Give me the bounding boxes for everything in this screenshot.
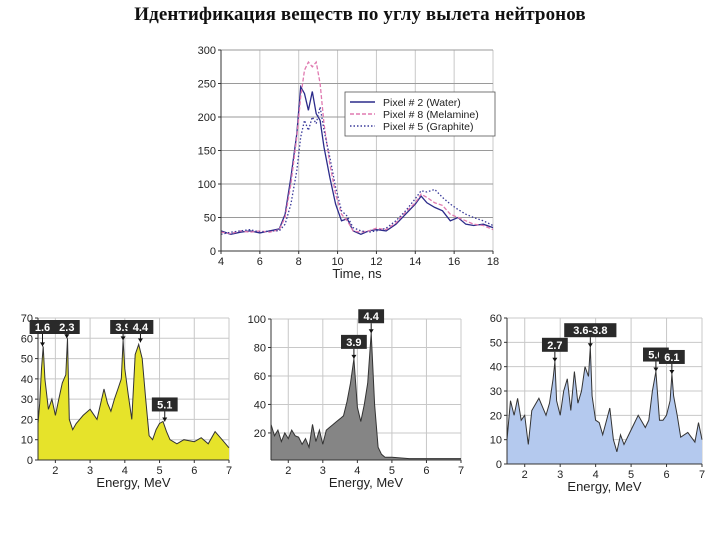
svg-text:4.4: 4.4 <box>364 311 380 323</box>
series-0 <box>220 84 494 236</box>
svg-text:30: 30 <box>490 386 502 398</box>
svg-text:10: 10 <box>490 435 502 447</box>
svg-text:40: 40 <box>21 374 33 386</box>
svg-text:8: 8 <box>296 256 302 268</box>
svg-text:50: 50 <box>490 337 502 349</box>
svg-text:10: 10 <box>331 256 343 268</box>
svg-text:3: 3 <box>87 465 93 477</box>
svg-text:3.9: 3.9 <box>346 337 361 349</box>
time-chart: Pixel # 2 (Water)Pixel # 8 (Melamine)Pix… <box>198 45 499 281</box>
svg-text:18: 18 <box>487 256 499 268</box>
peak-label: 5.1 <box>151 397 178 422</box>
svg-text:50: 50 <box>21 354 33 366</box>
slide-title: Идентификация веществ по углу вылета ней… <box>134 4 586 25</box>
svg-text:40: 40 <box>254 399 266 411</box>
svg-text:200: 200 <box>198 112 216 124</box>
svg-text:20: 20 <box>490 410 502 422</box>
svg-text:300: 300 <box>198 45 216 57</box>
svg-text:3.6-3.8: 3.6-3.8 <box>573 325 607 337</box>
svg-text:0: 0 <box>210 246 216 258</box>
svg-text:250: 250 <box>198 79 216 91</box>
x-axis-label: Energy, MeV <box>329 475 404 490</box>
energy-blue-area <box>507 347 702 464</box>
svg-text:5: 5 <box>628 469 634 481</box>
svg-text:7: 7 <box>458 465 464 477</box>
svg-text:6.1: 6.1 <box>664 352 679 364</box>
svg-text:100: 100 <box>198 179 216 191</box>
svg-text:0: 0 <box>27 455 33 467</box>
svg-text:4: 4 <box>593 469 599 481</box>
svg-text:2.3: 2.3 <box>59 322 74 334</box>
svg-text:4.4: 4.4 <box>133 322 149 334</box>
peak-label: 6.1 <box>658 349 685 374</box>
svg-text:3.9: 3.9 <box>115 322 130 334</box>
energy-blue-outline <box>506 347 703 452</box>
peak-label: 2.3 <box>53 320 80 339</box>
energy-gray-outline <box>270 333 461 460</box>
energy-gray-chart: 2 3 4 5 6 7 20 40 60 80 100 Energy, MeV 3.9 4.4 <box>248 309 464 490</box>
x-axis-label: Energy, MeV <box>96 475 171 490</box>
svg-text:100: 100 <box>248 314 266 326</box>
svg-text:0: 0 <box>496 459 502 471</box>
svg-text:7: 7 <box>699 469 705 481</box>
svg-text:6: 6 <box>663 469 669 481</box>
svg-text:20: 20 <box>21 414 33 426</box>
svg-text:2: 2 <box>52 465 58 477</box>
svg-text:30: 30 <box>21 394 33 406</box>
legend-item: Pixel # 8 (Melamine) <box>383 109 479 121</box>
series-2 <box>220 106 494 235</box>
x-axis-label: Time, ns <box>332 266 382 281</box>
svg-text:20: 20 <box>254 428 266 440</box>
peak-label: 4.4 <box>358 309 385 334</box>
peak-label: 4.4 <box>127 320 154 343</box>
legend-item: Pixel # 2 (Water) <box>383 97 461 109</box>
svg-text:40: 40 <box>490 362 502 374</box>
energy-yellow-outline <box>37 338 230 449</box>
peak-label: 3.6-3.8 <box>564 323 617 348</box>
svg-text:80: 80 <box>254 342 266 354</box>
svg-text:5: 5 <box>389 465 395 477</box>
svg-text:1.6: 1.6 <box>35 322 50 334</box>
svg-text:6: 6 <box>191 465 197 477</box>
svg-text:2: 2 <box>285 465 291 477</box>
svg-text:5.1: 5.1 <box>157 399 172 411</box>
legend-box <box>344 91 496 137</box>
svg-text:60: 60 <box>490 313 502 325</box>
svg-text:6: 6 <box>257 256 263 268</box>
svg-text:2.7: 2.7 <box>547 340 562 352</box>
peak-label: 1.6 <box>29 320 56 347</box>
svg-text:12: 12 <box>370 256 382 268</box>
svg-text:4: 4 <box>354 465 360 477</box>
svg-text:3: 3 <box>320 465 326 477</box>
energy-blue-chart: 2 3 4 5 6 7 0 10 20 30 40 50 60 Energy, MeV 2.7 3.6-3.8… <box>490 313 705 494</box>
svg-text:50: 50 <box>204 213 216 225</box>
legend-item: Pixel # 5 (Graphite) <box>383 121 473 133</box>
svg-text:6: 6 <box>423 465 429 477</box>
peak-label: 3.9 <box>341 334 367 359</box>
series-1 <box>220 60 494 235</box>
svg-text:7: 7 <box>226 465 232 477</box>
svg-text:5: 5 <box>156 465 162 477</box>
svg-text:3: 3 <box>557 469 563 481</box>
svg-text:10: 10 <box>21 435 33 447</box>
x-axis-label: Energy, MeV <box>567 479 642 494</box>
svg-text:16: 16 <box>448 256 460 268</box>
svg-text:2: 2 <box>522 469 528 481</box>
svg-text:4: 4 <box>122 465 128 477</box>
peak-label: 2.7 <box>541 337 568 362</box>
svg-text:60: 60 <box>21 333 33 345</box>
svg-text:14: 14 <box>409 256 421 268</box>
energy-yellow-area <box>38 338 229 460</box>
svg-text:4: 4 <box>218 256 224 268</box>
svg-text:60: 60 <box>254 371 266 383</box>
svg-text:150: 150 <box>198 146 216 158</box>
